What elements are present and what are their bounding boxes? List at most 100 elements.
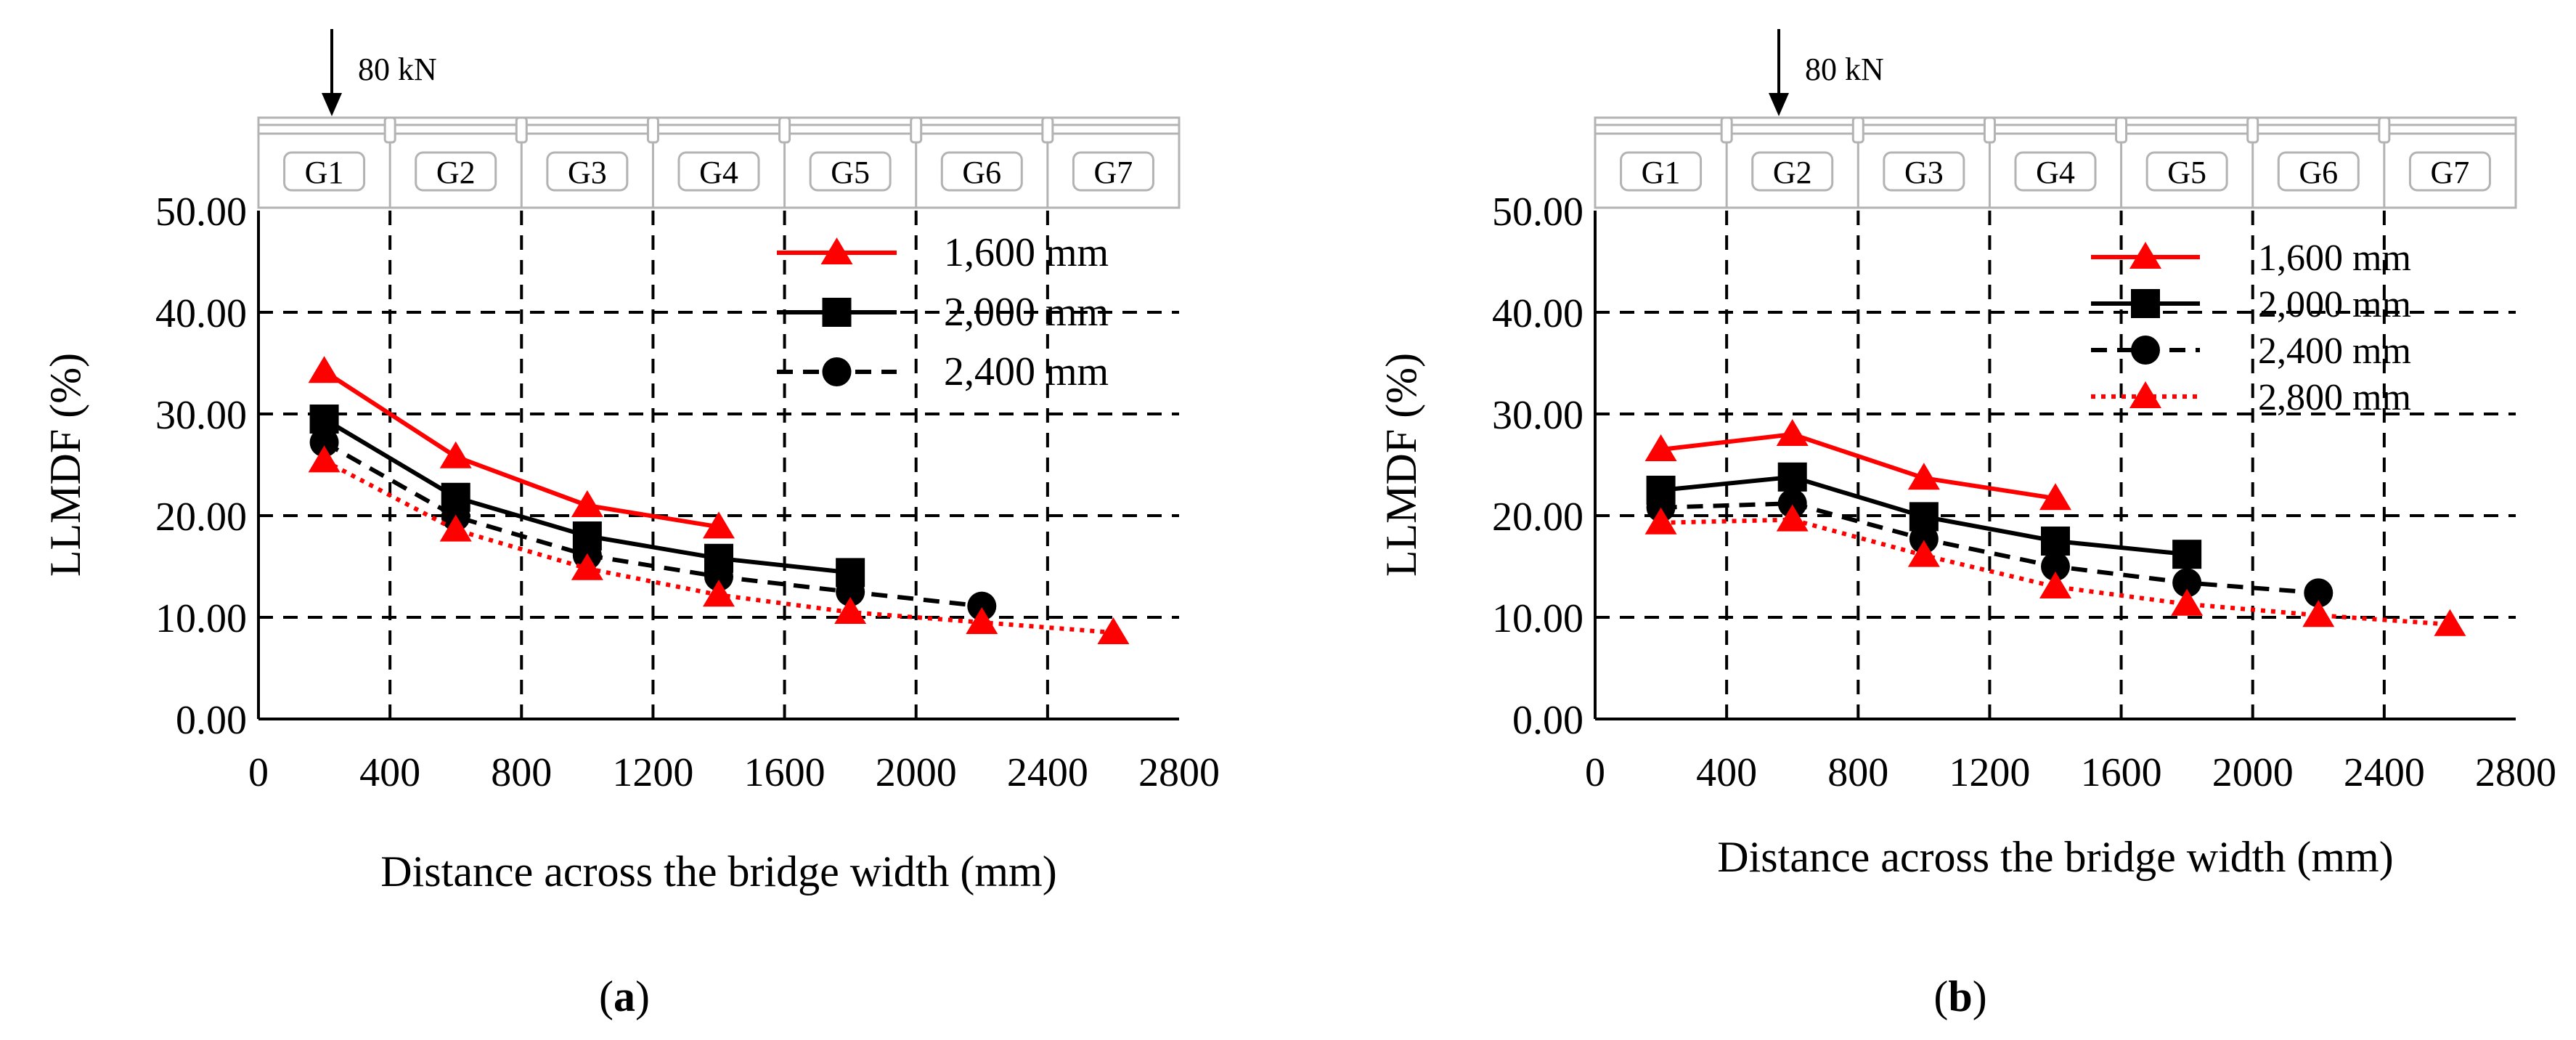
joint-connector	[646, 116, 659, 144]
square-marker	[822, 298, 852, 327]
girder-label-box	[546, 151, 629, 192]
circle-marker	[967, 591, 997, 621]
triangle-marker	[834, 597, 867, 624]
girder-label-box	[2408, 151, 2491, 192]
girder-label: G3	[1904, 155, 1944, 190]
triangle-marker	[1097, 617, 1130, 644]
y-tick-label: 30.00	[1492, 393, 1583, 438]
girder-label: G4	[2036, 155, 2075, 190]
y-tick-label: 40.00	[155, 291, 247, 336]
x-tick-label: 2800	[2475, 750, 2556, 795]
girder-label-box	[2145, 151, 2228, 192]
joint-connector	[2115, 116, 2128, 144]
girder-label: G2	[1773, 155, 1812, 190]
series-0	[1644, 419, 2071, 511]
joint-connector	[2378, 116, 2391, 144]
load-arrow-head-icon	[1769, 93, 1789, 116]
series-line	[323, 440, 982, 609]
girder-label-box	[2014, 151, 2097, 192]
x-tick-label: 2400	[2344, 750, 2425, 795]
caption-letter: a	[614, 972, 635, 1020]
bridge-deck: G1 G2 G3 G4 G5 G6 G7	[257, 116, 1181, 209]
load-label: 80 kN	[1805, 52, 1884, 87]
joint-connector	[1041, 116, 1054, 144]
joint-connector	[515, 116, 528, 144]
joint-connector	[1983, 116, 1996, 144]
triangle-marker	[2434, 609, 2466, 636]
y-tick-label: 50.00	[1492, 190, 1583, 235]
circle-marker	[822, 357, 852, 386]
y-tick-label: 0.00	[1512, 698, 1583, 743]
x-axis-title: Distance across the bridge width (mm)	[1717, 833, 2393, 881]
legend-label: 2,800 mm	[2258, 377, 2411, 418]
load-label: 80 kN	[358, 52, 437, 87]
series-line	[1660, 432, 2056, 501]
triangle-marker	[2129, 381, 2161, 408]
series-3	[308, 445, 1130, 644]
girder-label-box	[1072, 151, 1154, 192]
circle-marker	[836, 577, 865, 606]
joint-connector	[778, 116, 791, 144]
load-arrow-head-icon	[322, 93, 342, 116]
legend: 1,600 mm 2,000 mm 2,400 mm	[777, 230, 1109, 394]
legend-label: 2,000 mm	[944, 290, 1109, 335]
x-tick-label: 1200	[1949, 750, 2030, 795]
circle-marker	[2041, 552, 2070, 581]
series-3	[1644, 504, 2466, 636]
series-0	[308, 356, 735, 539]
joint-connector	[2246, 116, 2259, 144]
girder-label: G1	[1642, 155, 1681, 190]
girder-label: G6	[962, 155, 1001, 190]
y-tick-label: 50.00	[155, 190, 247, 235]
x-tick-label: 400	[1696, 750, 1757, 795]
triangle-marker	[2129, 242, 2161, 269]
circle-marker	[1909, 524, 1939, 554]
x-tick-label: 1600	[2081, 750, 2162, 795]
triangle-marker	[571, 490, 603, 517]
legend-label: 1,600 mm	[2258, 237, 2411, 279]
circle-marker	[309, 428, 339, 458]
girder-label: G6	[2299, 155, 2338, 190]
joint-connector	[1720, 116, 1733, 144]
triangle-marker	[2039, 483, 2071, 511]
chart-a: G1 G2 G3 G4 G5 G6 G7 80 kN 0 400 800 1200 1600 2000 24…	[41, 29, 1220, 1020]
girder-label-box	[2277, 151, 2360, 192]
girder-label: G3	[568, 155, 607, 190]
girder-label-box	[940, 151, 1023, 192]
y-tick-label: 10.00	[1492, 596, 1583, 641]
x-axis-title: Distance across the bridge width (mm)	[380, 848, 1056, 895]
girder-label-box	[677, 151, 760, 192]
triangle-marker	[1907, 540, 1940, 567]
x-tick-label: 2800	[1138, 750, 1220, 795]
girder-label: G5	[831, 155, 870, 190]
y-axis-title: LLMDF (%)	[1377, 353, 1425, 577]
triangle-marker	[439, 514, 472, 542]
legend-label: 2,400 mm	[2258, 330, 2411, 372]
triangle-marker	[703, 511, 735, 539]
x-tick-label: 0	[1585, 750, 1605, 795]
triangle-marker	[439, 441, 472, 468]
triangle-marker	[966, 607, 998, 634]
chart-b: G1 G2 G3 G4 G5 G6 G7 80 kN 0 400 800 1200 1600 2000 24…	[1377, 29, 2556, 1020]
triangle-marker	[2302, 600, 2335, 627]
girder-label-box	[283, 151, 366, 192]
joint-connector	[383, 116, 396, 144]
square-marker	[1777, 462, 1807, 492]
triangle-marker	[308, 356, 341, 383]
triangle-marker	[2039, 572, 2071, 598]
bridge-deck: G1 G2 G3 G4 G5 G6 G7	[1594, 116, 2517, 209]
x-tick-label: 2000	[876, 750, 957, 795]
triangle-marker	[820, 237, 853, 264]
joint-connector	[1851, 116, 1864, 144]
square-marker	[2172, 540, 2202, 569]
triangle-marker	[571, 553, 603, 580]
triangle-marker	[703, 580, 735, 607]
x-tick-label: 2400	[1007, 750, 1088, 795]
circle-marker	[2304, 578, 2334, 608]
caption: (b)	[1933, 972, 1986, 1020]
girder-label: G5	[2167, 155, 2206, 190]
y-tick-label: 40.00	[1492, 291, 1583, 336]
square-marker	[2041, 527, 2070, 556]
circle-marker	[704, 562, 733, 591]
